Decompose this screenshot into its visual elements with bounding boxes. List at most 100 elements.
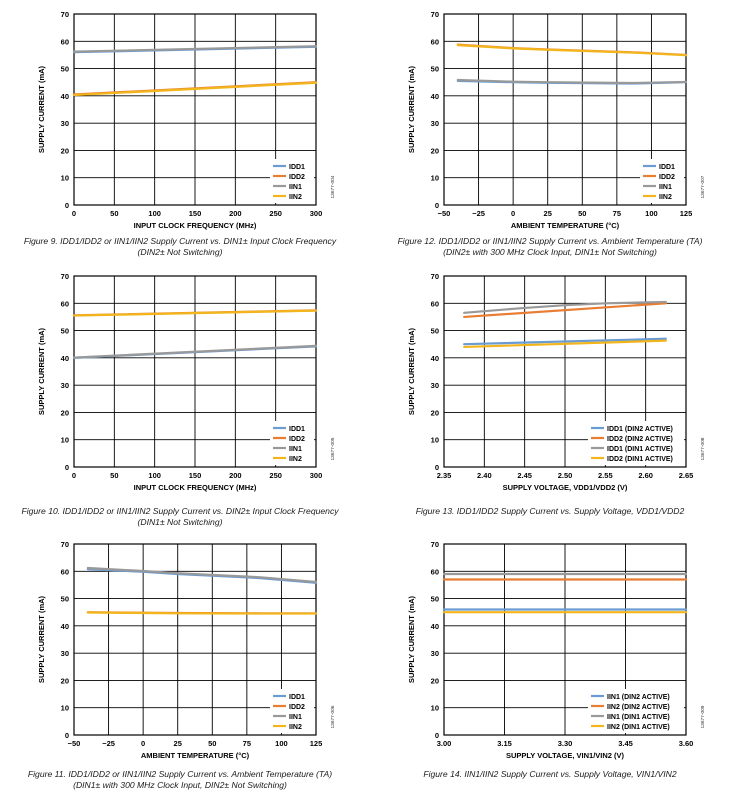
x-tick-label: 3.45	[618, 739, 633, 748]
y-tick-label: 70	[431, 272, 439, 281]
legend-label: IDD2	[289, 704, 305, 711]
y-tick-label: 30	[61, 649, 69, 658]
y-tick-label: 0	[65, 201, 69, 210]
x-tick-label: 2.65	[679, 471, 694, 480]
figure-code: 13677-004	[330, 175, 336, 198]
x-tick-label: 100	[275, 739, 288, 748]
series-line-1	[463, 302, 667, 319]
figure-code: 13677-008	[700, 437, 706, 460]
y-tick-label: 30	[431, 381, 439, 390]
x-tick-label: −50	[438, 209, 451, 218]
legend: IDD1 (DIN2 ACTIVE) IDD2 (DIN2 ACTIVE) IDD1…	[588, 421, 684, 465]
y-axis-label: SUPPLY CURRENT (mA)	[407, 327, 416, 415]
caption-fig13: Figure 13. IDD1/IDD2 Supply Current vs. …	[370, 506, 730, 517]
y-tick-label: 50	[431, 65, 439, 74]
legend-label: IDD2	[289, 174, 305, 181]
x-tick-label: 200	[229, 471, 242, 480]
y-tick-label: 60	[61, 567, 69, 576]
legend: IIN1 (DIN2 ACTIVE) IIN2 (DIN2 ACTIVE) IIN1…	[588, 689, 684, 733]
x-tick-label: 2.40	[477, 471, 492, 480]
x-axis-label: SUPPLY VOLTAGE, VIN1/VIN2 (V)	[506, 751, 625, 760]
plot-frame	[443, 13, 687, 206]
y-tick-label: 70	[61, 272, 69, 281]
y-tick-label: 70	[61, 540, 69, 549]
y-tick-label: 50	[61, 327, 69, 336]
y-tick-label: 60	[61, 37, 69, 46]
caption-fig10-line1: Figure 10. IDD1/IDD2 or IIN1/IIN2 Supply…	[21, 506, 339, 516]
x-tick-label: 25	[174, 739, 182, 748]
x-tick-label: 2.55	[598, 471, 613, 480]
legend-label: IDD1 (DIN1 ACTIVE)	[607, 446, 673, 453]
y-tick-label: 0	[435, 731, 439, 740]
series-line-2	[463, 300, 667, 314]
y-tick-label: 10	[431, 436, 439, 445]
y-tick-label: 10	[431, 174, 439, 183]
x-tick-label: 75	[613, 209, 621, 218]
y-tick-label: 0	[65, 463, 69, 472]
legend-label: IIN1	[289, 184, 302, 191]
chart-fig13-svg: 0 10 20 30 40 50 60 70 2.35 2.40 2.45 2.50 2.55 2.60 2…	[407, 272, 706, 492]
figure-code: 13677-009	[700, 705, 706, 728]
legend-label: IIN2	[289, 456, 302, 463]
legend-label: IIN2	[289, 194, 302, 201]
caption-fig9-line2: (DIN2± Not Switching)	[137, 247, 223, 257]
y-tick-label: 10	[61, 174, 69, 183]
x-tick-label: 3.30	[558, 739, 573, 748]
legend-label: IIN2	[289, 724, 302, 731]
caption-fig10-line2: (DIN1± Not Switching)	[137, 517, 223, 527]
chart-fig9-svg: 0 10 20 30 40 50 60 70 0 50 100 150 200 250 300 INPUT C…	[37, 10, 336, 230]
y-tick-label: 20	[431, 146, 439, 155]
y-axis-label: SUPPLY CURRENT (mA)	[407, 595, 416, 683]
legend-label: IIN1	[659, 184, 672, 191]
y-tick-label: 40	[61, 354, 69, 363]
legend-label: IIN2 (DIN1 ACTIVE)	[607, 724, 670, 731]
y-tick-label: 60	[61, 299, 69, 308]
series-line-3	[463, 339, 667, 349]
y-tick-label: 40	[431, 354, 439, 363]
x-tick-label: 3.60	[679, 739, 694, 748]
x-tick-label: 50	[110, 209, 118, 218]
chart-fig10-svg: 0 10 20 30 40 50 60 70 0 50 100 150 200 250 300 INPUT C…	[37, 272, 336, 492]
x-tick-label: 3.00	[437, 739, 452, 748]
legend: IDD1 IDD2 IIN1 IIN2	[270, 159, 314, 203]
x-tick-label: 100	[148, 471, 161, 480]
chart-fig14-svg: 0 10 20 30 40 50 60 70 3.00 3.15 3.30 3.45 3.60 SUPPL…	[407, 540, 706, 760]
x-tick-label: 3.15	[497, 739, 512, 748]
chart-fig14: 0 10 20 30 40 50 60 70 3.00 3.15 3.30 3.45 3.60 SUPPL…	[370, 530, 730, 770]
y-tick-label: 10	[61, 704, 69, 713]
x-tick-label: 125	[310, 739, 323, 748]
legend-label: IIN1 (DIN1 ACTIVE)	[607, 714, 670, 721]
caption-fig9: Figure 9. IDD1/IDD2 or IIN1/IIN2 Supply …	[0, 236, 360, 258]
y-tick-label: 50	[61, 595, 69, 604]
caption-fig11-line1: Figure 11. IDD1/IDD2 or IIN1/IIN2 Supply…	[27, 769, 333, 779]
x-axis-label: INPUT CLOCK FREQUENCY (MHz)	[134, 221, 257, 230]
series-line-3	[86, 611, 318, 615]
y-tick-label: 70	[61, 10, 69, 19]
chart-fig13: 0 10 20 30 40 50 60 70 2.35 2.40 2.45 2.50 2.55 2.60 2…	[370, 262, 730, 502]
legend-label: IDD2	[289, 436, 305, 443]
caption-fig10: Figure 10. IDD1/IDD2 or IIN1/IIN2 Supply…	[0, 506, 360, 528]
y-axis-label: SUPPLY CURRENT (mA)	[37, 595, 46, 683]
x-tick-label: −25	[102, 739, 115, 748]
series-line-2	[72, 344, 318, 359]
legend-label: IIN1 (DIN2 ACTIVE)	[607, 694, 670, 701]
chart-fig12-svg: 0 10 20 30 40 50 60 70 −50 −25 0 25 50 75 100 125 AMBIEN…	[407, 10, 706, 230]
x-tick-label: 300	[310, 471, 323, 480]
y-tick-label: 60	[431, 37, 439, 46]
series-line-2	[86, 566, 318, 584]
caption-fig13-line1: Figure 13. IDD1/IDD2 Supply Current vs. …	[415, 506, 685, 516]
x-tick-label: 50	[208, 739, 216, 748]
y-tick-label: 60	[431, 299, 439, 308]
y-tick-label: 30	[61, 381, 69, 390]
y-tick-label: 20	[61, 408, 69, 417]
x-tick-label: 2.60	[638, 471, 653, 480]
chart-fig11: 0 10 20 30 40 50 60 70 −50 −25 0 25 50 75 100 125 AMBIEN…	[0, 530, 360, 770]
y-tick-label: 0	[435, 463, 439, 472]
y-tick-label: 40	[431, 622, 439, 631]
caption-fig12-line2: (DIN2± with 300 MHz Clock Input, DIN1± N…	[443, 247, 657, 257]
x-axis-label: AMBIENT TEMPERATURE (°C)	[141, 751, 250, 760]
y-tick-label: 30	[431, 119, 439, 128]
chart-fig10: 0 10 20 30 40 50 60 70 0 50 100 150 200 250 300 INPUT C…	[0, 262, 360, 502]
y-axis-label: SUPPLY CURRENT (mA)	[37, 327, 46, 415]
plot-frame	[73, 13, 317, 206]
